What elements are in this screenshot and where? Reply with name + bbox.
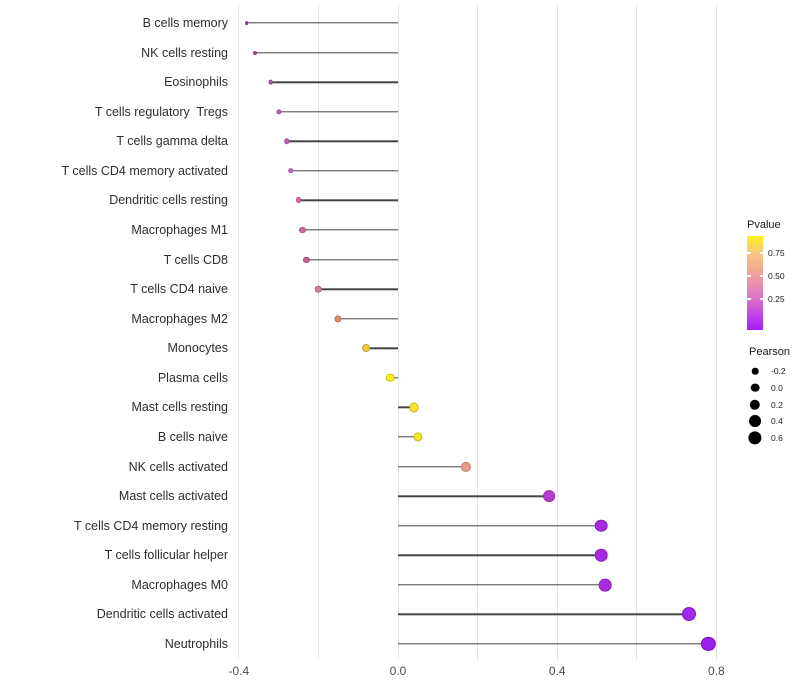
gridline: [238, 5, 240, 660]
pearson-legend-label: 0.2: [771, 399, 783, 410]
pearson-legend-title: Pearson: [749, 346, 790, 358]
gridline: [715, 5, 717, 660]
lollipop-dot: [276, 109, 282, 115]
pearson-legend-dot: [749, 415, 761, 428]
pvalue-tickmark: [759, 275, 763, 277]
lollipop-stem: [398, 584, 605, 586]
category-label: T cells CD4 memory activated: [61, 163, 229, 178]
category-label: T cells gamma delta: [116, 134, 228, 149]
category-label: Eosinophils: [164, 75, 228, 90]
pvalue-tickmark: [759, 252, 763, 254]
lollipop-dot: [334, 315, 342, 323]
lollipop-stem: [298, 199, 398, 202]
pearson-legend-label: 0.6: [771, 433, 783, 443]
lollipop-stem: [302, 229, 398, 231]
category-label: Dendritic cells resting: [109, 193, 228, 208]
pearson-legend-dot: [750, 383, 760, 393]
lollipop-dot: [268, 79, 274, 85]
pvalue-tickmark: [747, 298, 751, 300]
lollipop-dot: [413, 432, 423, 442]
lollipop-stem: [254, 51, 398, 54]
lollipop-stem: [398, 465, 466, 468]
pearson-legend-dot: [751, 367, 759, 375]
lollipop-dot: [409, 402, 419, 412]
lollipop-stem: [318, 288, 398, 290]
gridline: [636, 5, 638, 660]
category-label: B cells naive: [157, 429, 228, 444]
lollipop-dot: [460, 461, 471, 472]
lollipop-stem: [286, 140, 398, 142]
category-label: Neutrophils: [164, 636, 228, 651]
lollipop-dot: [283, 138, 290, 145]
lollipop-dot: [385, 373, 395, 383]
category-label: NK cells resting: [141, 45, 228, 60]
pvalue-tickmark: [747, 275, 751, 277]
x-tick-label: 0.8: [708, 664, 725, 678]
lollipop-stem: [398, 495, 550, 497]
lollipop-stem: [398, 436, 418, 438]
lollipop-dot: [244, 21, 249, 25]
lollipop-dot: [543, 490, 556, 502]
category-label: Monocytes: [167, 341, 228, 356]
lollipop-dot: [594, 548, 608, 562]
gridline: [477, 5, 479, 660]
lollipop-stem: [398, 554, 601, 556]
gridline: [556, 5, 558, 660]
category-label: Mast cells resting: [131, 400, 228, 415]
lollipop-dot: [315, 285, 322, 293]
lollipop-dot: [362, 344, 371, 353]
pvalue-tickmark: [747, 252, 751, 254]
pearson-legend-label: 0.4: [771, 416, 783, 427]
pvalue-tickmark: [759, 298, 763, 300]
lollipop-stem: [270, 81, 398, 83]
lollipop-stem: [398, 613, 689, 616]
lollipop-stem: [246, 22, 398, 24]
pvalue-tick-label: 0.50: [768, 271, 785, 281]
pvalue-colorbar: [747, 236, 763, 330]
category-label: Macrophages M0: [131, 577, 228, 592]
category-label: T cells follicular helper: [104, 548, 228, 563]
lollipop-dot: [252, 50, 257, 55]
lollipop-dot: [598, 578, 612, 592]
pearson-legend-dot: [749, 399, 761, 410]
category-label: Macrophages M2: [131, 311, 228, 326]
category-label: T cells CD8: [163, 252, 228, 267]
lollipop-dot: [681, 607, 696, 622]
lollipop-dot: [299, 226, 306, 234]
lollipop-stem: [398, 406, 414, 409]
category-label: B cells memory: [142, 16, 228, 30]
lollipop-dot: [594, 519, 608, 533]
category-label: Macrophages M1: [131, 222, 228, 237]
lollipop-dot: [287, 168, 294, 174]
lollipop-stem: [366, 347, 398, 349]
category-label: T cells CD4 memory resting: [74, 518, 228, 533]
category-label: Plasma cells: [157, 370, 228, 385]
x-tick-label: 0.0: [389, 664, 407, 678]
lollipop-stem: [398, 643, 709, 645]
lollipop-dot: [295, 197, 302, 204]
x-tick-label: 0.4: [548, 664, 566, 678]
category-label: NK cells activated: [128, 459, 228, 474]
lollipop-stem: [398, 525, 601, 527]
lollipop-stem: [290, 170, 398, 172]
lollipop-stem: [278, 111, 398, 113]
pvalue-legend-title: Pvalue: [747, 219, 781, 231]
category-label: T cells regulatory Tregs: [94, 104, 228, 119]
lollipop-dot: [701, 636, 716, 652]
pvalue-tick-label: 0.75: [768, 248, 785, 258]
pearson-legend-dot: [748, 431, 762, 445]
gridline: [397, 5, 399, 660]
lollipop-stem: [338, 318, 398, 320]
category-label: T cells CD4 naive: [130, 282, 228, 297]
lollipop-stem: [306, 258, 398, 261]
pearson-legend-label: -0.2: [771, 366, 786, 376]
gridline: [317, 5, 319, 660]
category-label: Dendritic cells activated: [96, 607, 228, 622]
pvalue-tick-label: 0.25: [768, 294, 785, 304]
x-tick-label: -0.4: [228, 664, 250, 678]
category-label: Mast cells activated: [118, 489, 228, 504]
pearson-legend-label: 0.0: [771, 382, 783, 393]
lollipop-dot: [303, 256, 310, 263]
